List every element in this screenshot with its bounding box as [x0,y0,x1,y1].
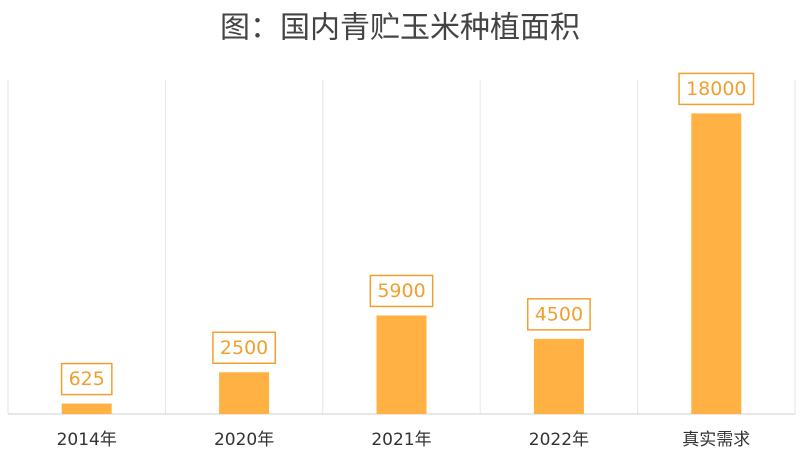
data-label: 5900 [377,280,425,302]
x-tick-label: 2022年 [529,430,589,450]
data-label: 18000 [686,78,746,100]
data-label-box [369,274,434,308]
data-label-box [678,72,755,106]
bar [61,403,112,414]
x-tick-label: 2021年 [371,430,431,450]
data-label-box [212,331,277,364]
bar [219,372,270,414]
chart-title: 图：国内青贮玉米种植面积 [220,11,580,46]
data-label-box [526,298,591,331]
data-label: 4500 [535,303,583,325]
data-label: 625 [69,368,105,390]
x-tick-label: 2020年 [214,430,274,450]
bar [533,338,584,414]
data-label: 2500 [220,337,268,359]
bar [691,113,742,415]
x-tick-label: 真实需求 [682,430,750,450]
data-label-box [60,362,113,396]
bar [376,315,427,414]
x-tick-label: 2014年 [57,430,117,450]
